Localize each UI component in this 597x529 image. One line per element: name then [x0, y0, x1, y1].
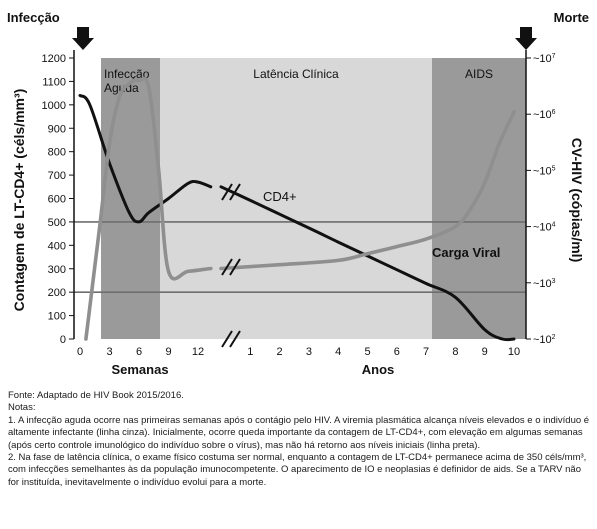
x-tick-weeks-12: 12: [192, 346, 204, 358]
left-tick-label-0: 0: [60, 334, 66, 346]
x-tick-years-4: 4: [335, 346, 341, 358]
axis-break-mark-1-1: [221, 183, 233, 201]
right-tick-label-2: ~102: [533, 334, 556, 346]
x-tick-years-10: 10: [508, 346, 520, 358]
axis-break-mark-3-2: [229, 330, 241, 348]
x-tick-weeks-0: 0: [77, 346, 83, 358]
left-tick-label-600: 600: [48, 194, 66, 206]
phase-band-3: [432, 58, 526, 339]
right-tick-label-3: ~103: [533, 278, 556, 290]
source-note: Fonte: Adaptado de HIV Book 2015/2016.: [8, 390, 184, 401]
left-tick-label-100: 100: [48, 311, 66, 323]
right-tick-exponent-6: 6: [552, 109, 556, 116]
right-tick-label-5: ~105: [533, 165, 556, 177]
right-tick-exponent-4: 4: [552, 222, 556, 229]
note-2: 2. Na fase de latência clínica, o exame …: [8, 452, 587, 488]
note-1: 1. A infecção aguda ocorre nas primeiras…: [8, 414, 590, 451]
x-tick-weeks-9: 9: [165, 346, 171, 358]
left-tick-label-800: 800: [48, 147, 66, 159]
phase-label-1: Infecção: [104, 67, 150, 81]
axis-break-mark-1-2: [229, 183, 241, 201]
notes-heading: Notas:: [8, 402, 36, 414]
right-tick-base-7: ~10: [533, 53, 552, 65]
left-tick-label-1000: 1000: [42, 100, 66, 112]
series-line-viral-load-weeks: [84, 76, 213, 341]
series-line-cd4-years: [219, 185, 516, 342]
x-unit-label-weeks: Semanas: [111, 362, 168, 377]
left-tick-label-700: 700: [48, 170, 66, 182]
x-tick-weeks-3: 3: [106, 346, 112, 358]
y-axis-title-left: Contagem de LT-CD4+ (céls/mm³): [11, 89, 27, 312]
top-label-infection: Infecção: [7, 10, 60, 25]
footnotes: Fonte: Adaptado de HIV Book 2015/2016. N…: [8, 390, 590, 489]
x-unit-label-years: Anos: [362, 362, 395, 377]
x-tick-years-5: 5: [364, 346, 370, 358]
right-tick-exponent-7: 7: [552, 53, 556, 60]
right-tick-base-6: ~10: [533, 109, 552, 121]
axis-break-mark-2-2: [229, 258, 241, 276]
right-tick-base-5: ~10: [533, 165, 552, 177]
x-tick-years-8: 8: [452, 346, 458, 358]
phase-label-3: AIDS: [465, 67, 493, 81]
x-tick-years-2: 2: [277, 346, 283, 358]
death-arrow-icon: [515, 27, 537, 50]
right-tick-base-3: ~10: [533, 278, 552, 290]
infection-arrow-icon: [72, 27, 94, 50]
right-tick-exponent-2: 2: [552, 334, 556, 341]
x-tick-years-1: 1: [247, 346, 253, 358]
left-tick-label-400: 400: [48, 240, 66, 252]
right-tick-base-2: ~10: [533, 334, 552, 346]
x-tick-years-7: 7: [423, 346, 429, 358]
phase-label-2: Latência Clínica: [253, 67, 339, 81]
left-tick-label-200: 200: [48, 287, 66, 299]
x-tick-years-3: 3: [306, 346, 312, 358]
left-tick-label-300: 300: [48, 264, 66, 276]
top-label-death: Morte: [554, 10, 589, 25]
left-tick-label-900: 900: [48, 123, 66, 135]
y-axis-title-right: CV-HIV (cópias/ml): [569, 138, 585, 262]
left-tick-label-1200: 1200: [42, 53, 66, 65]
axis-break-mark-3-1: [221, 330, 233, 348]
right-tick-base-4: ~10: [533, 222, 552, 234]
right-tick-label-4: ~104: [533, 222, 556, 234]
x-tick-years-9: 9: [482, 346, 488, 358]
left-tick-label-500: 500: [48, 217, 66, 229]
axis-break-mark-2-1: [221, 258, 233, 276]
series-line-cd4-weeks: [78, 94, 213, 224]
right-tick-label-6: ~106: [533, 109, 556, 121]
series-line-viral-load-years: [219, 110, 516, 271]
left-tick-label-1100: 1100: [42, 76, 66, 88]
right-tick-label-7: ~107: [533, 53, 556, 65]
series-label-viral-load: Carga Viral: [432, 245, 500, 260]
series-label-cd4: CD4+: [263, 189, 297, 204]
x-tick-years-6: 6: [394, 346, 400, 358]
x-tick-weeks-6: 6: [136, 346, 142, 358]
right-tick-exponent-5: 5: [552, 165, 556, 172]
right-tick-exponent-3: 3: [552, 278, 556, 285]
